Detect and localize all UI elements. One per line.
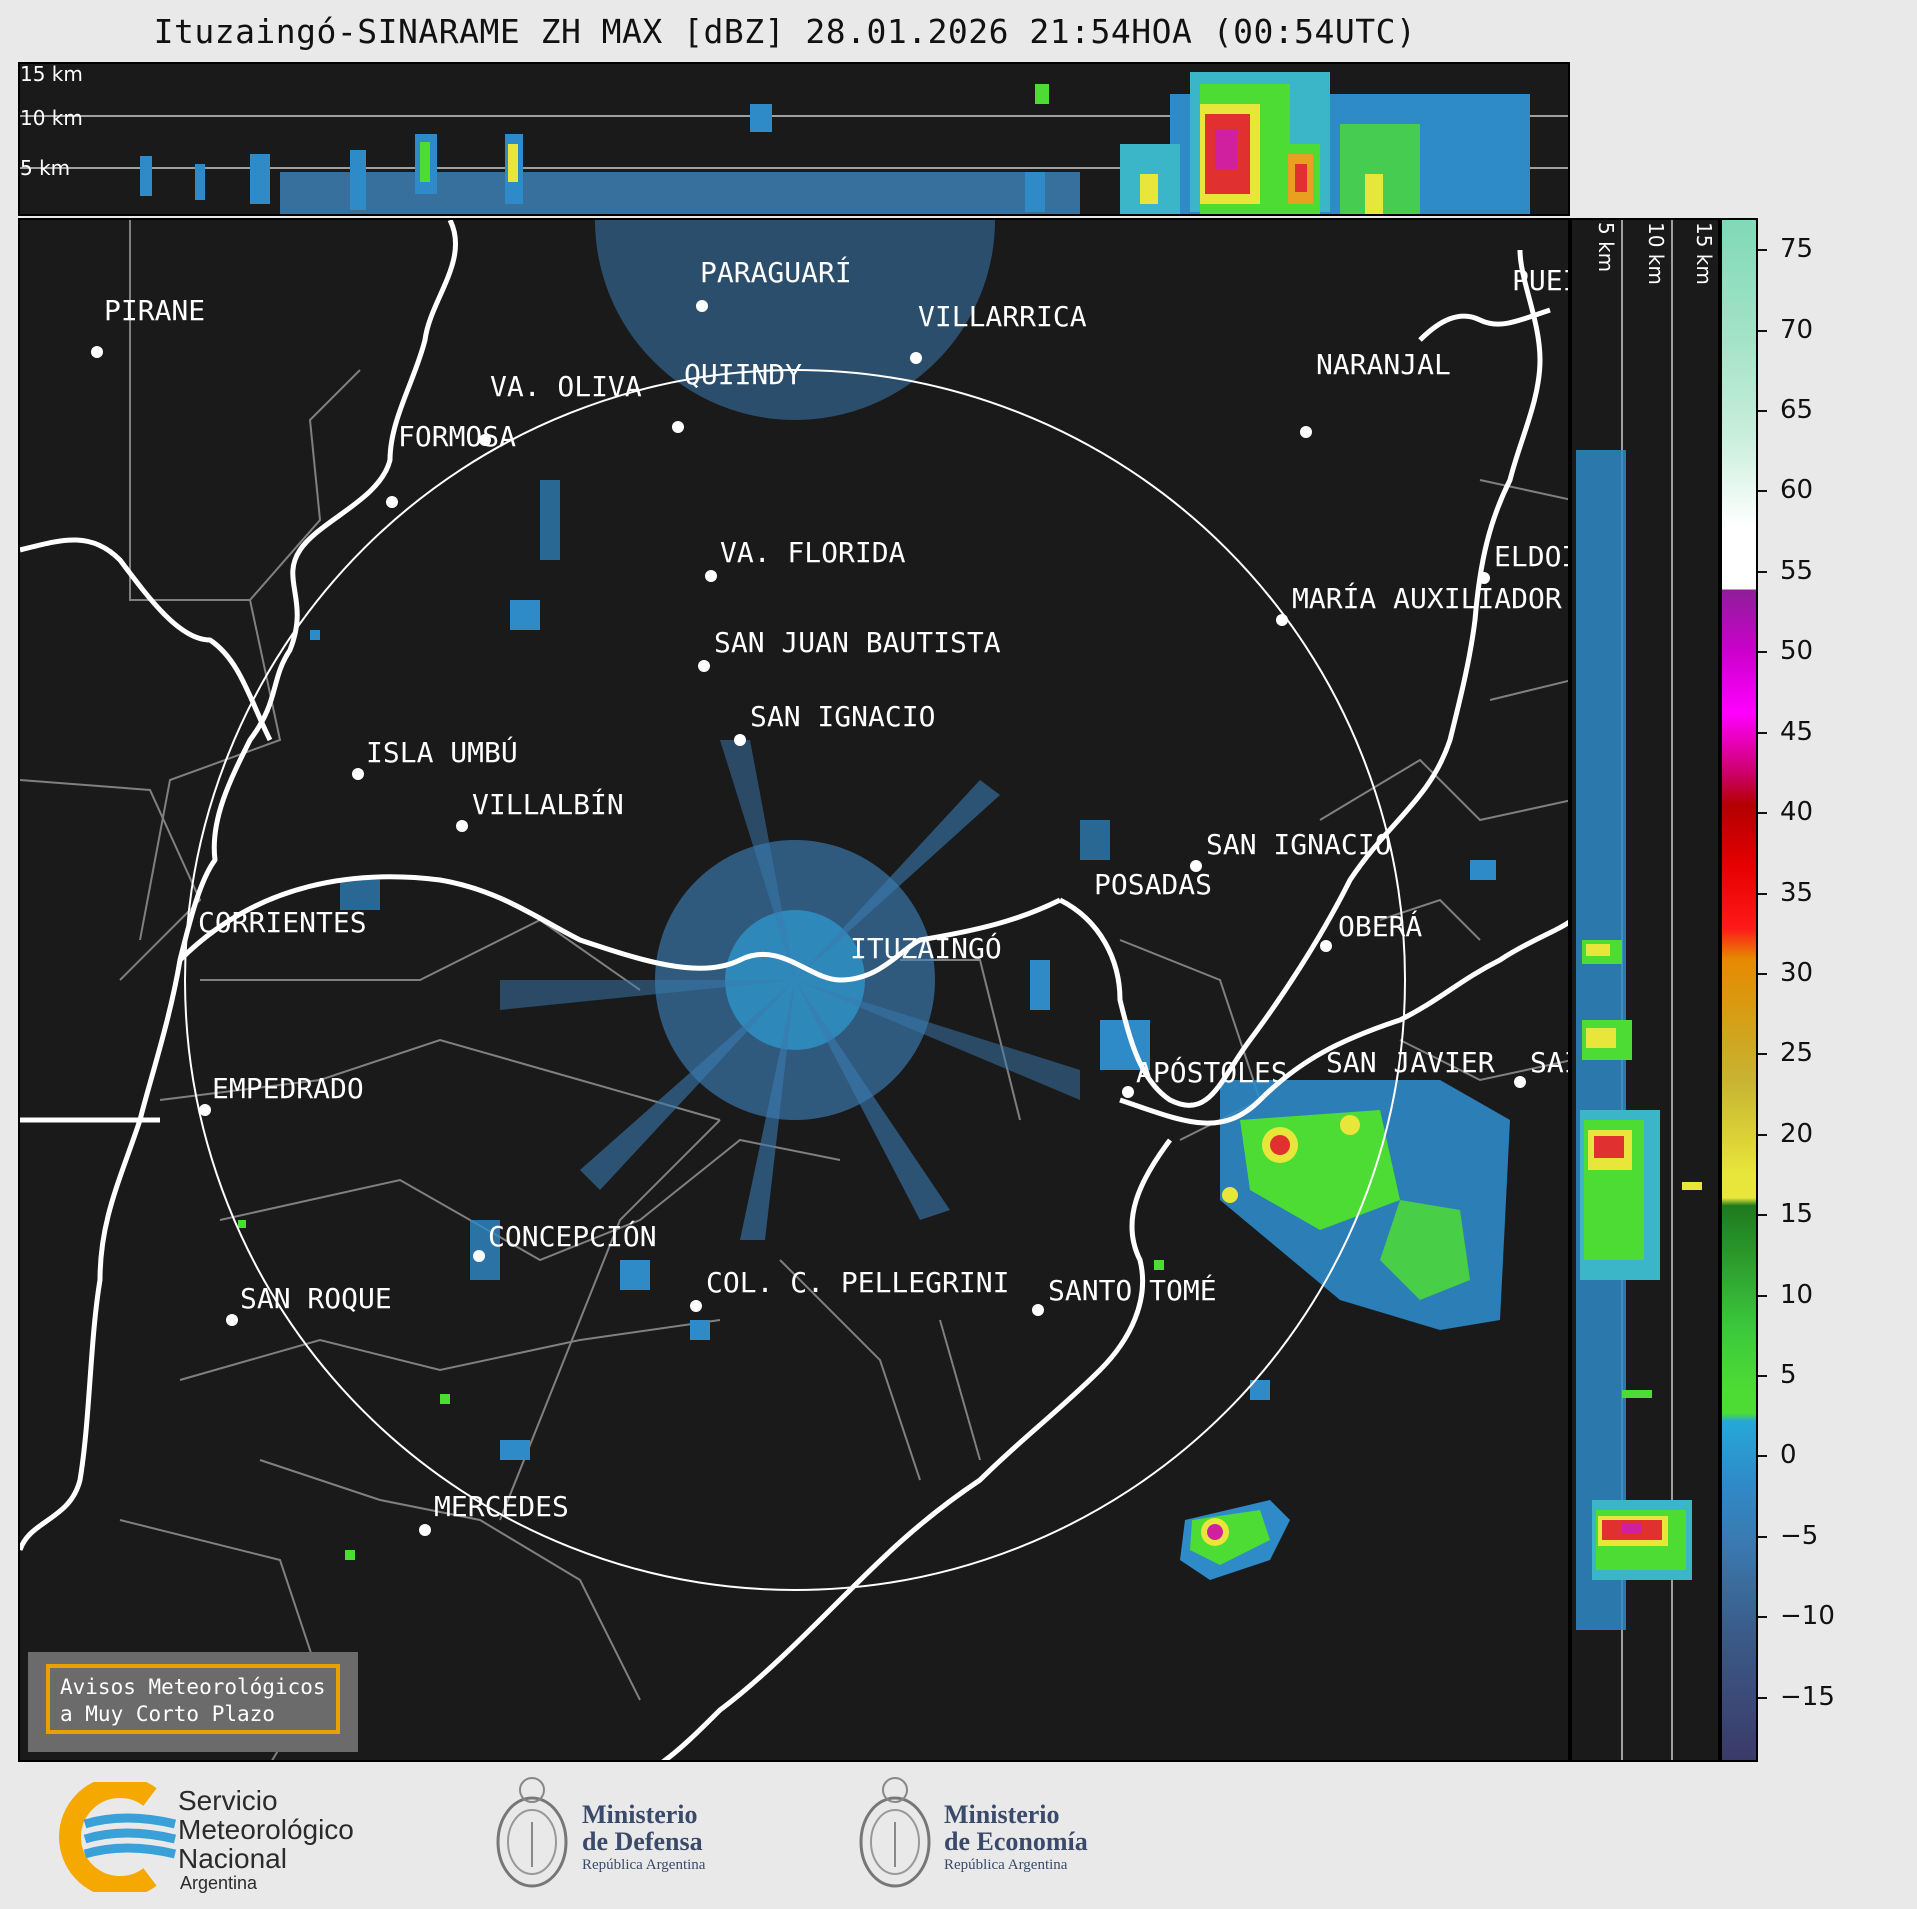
colorbar-tick: 75 (1758, 234, 1813, 264)
defensa-seal-icon (496, 1777, 568, 1888)
warning-line2: a Muy Corto Plazo (60, 1702, 275, 1726)
alt-label-v-5km: 5 km (1594, 222, 1618, 273)
colorbar-tick: 20 (1758, 1119, 1813, 1149)
alt-label-15km: 15 km (20, 62, 83, 86)
colorbar-tick: 40 (1758, 797, 1813, 827)
warning-panel: Avisos Meteorológicos a Muy Corto Plazo (28, 1652, 358, 1752)
city-san-ignacio-ar: SAN IGNACIO (1206, 828, 1392, 861)
colorbar-tick: 60 (1758, 475, 1813, 505)
colorbar-tick: 15 (1758, 1199, 1813, 1229)
alt-label-5km: 5 km (20, 156, 71, 180)
colorbar-tick: −10 (1758, 1601, 1835, 1631)
economia-logo-text: Ministerio de Economía República Argenti… (944, 1800, 1088, 1874)
smn-logo-text: Servicio Meteorológico Nacional Argentin… (178, 1785, 354, 1893)
city-formosa: FORMOSA (398, 420, 517, 453)
colorbar-tick: 55 (1758, 556, 1813, 586)
city-corrientes: CORRIENTES (198, 906, 367, 939)
page-title: Ituzaingó-SINARAME ZH MAX [dBZ] 28.01.20… (153, 12, 1417, 51)
vertical-profile-right: 5 km 10 km 15 km (1570, 218, 1720, 1762)
colorbar-tick: 70 (1758, 315, 1813, 345)
colorbar-tick: −15 (1758, 1682, 1835, 1712)
city-va-oliva: VA. OLIVA (490, 370, 642, 403)
city-puerto: PUEI (1512, 264, 1568, 297)
city-san-javier: SAN JAVIER (1326, 1046, 1495, 1079)
city-empedrado: EMPEDRADO (212, 1072, 364, 1105)
colorbar-tick: −5 (1758, 1521, 1818, 1551)
colorbar-tick: 0 (1758, 1440, 1797, 1470)
city-naranjal: NARANJAL (1316, 348, 1451, 381)
alt-label-v-10km: 10 km (1644, 222, 1668, 285)
alt-label-10km: 10 km (20, 106, 83, 130)
colorbar-tick: 45 (1758, 717, 1813, 747)
city-san-ignacio-py: SAN IGNACIO (750, 700, 936, 733)
alt-label-v-15km: 15 km (1692, 222, 1716, 285)
city-quiindy: QUIINDY (684, 358, 803, 391)
city-col-pellegrini: COL. C. PELLEGRINI (706, 1266, 1010, 1299)
city-pirane: PIRANE (104, 294, 206, 327)
city-isla-umbu: ISLA UMBÚ (366, 736, 518, 769)
city-apostoles: APÓSTOLES (1136, 1056, 1288, 1089)
colorbar-tick: 50 (1758, 636, 1813, 666)
smn-logo-icon (59, 1782, 177, 1892)
warning-box[interactable]: Avisos Meteorológicos a Muy Corto Plazo (46, 1664, 340, 1734)
colorbar-ticks: 75 70 65 60 55 50 45 40 35 30 25 20 15 1… (1758, 218, 1858, 1762)
city-san-vicente: SAI (1530, 1046, 1568, 1079)
city-obera: OBERÁ (1338, 910, 1423, 943)
vertical-profile-top: 15 km 10 km 5 km (18, 62, 1570, 216)
city-villarrica: VILLARRICA (918, 300, 1087, 333)
footer: Servicio Meteorológico Nacional Argentin… (0, 1762, 1917, 1909)
defensa-logo-text: Ministerio de Defensa República Argentin… (582, 1800, 706, 1874)
colorbar-tick: 5 (1758, 1360, 1797, 1390)
city-posadas: POSADAS (1094, 868, 1213, 901)
city-paraguari: PARAGUARÍ (700, 256, 852, 289)
city-villalbin: VILLALBÍN (472, 788, 624, 821)
colorbar-tick: 10 (1758, 1280, 1813, 1310)
city-maria-auxiliadora: MARÍA AUXILIADOR (1292, 582, 1562, 615)
colorbar-tick: 65 (1758, 395, 1813, 425)
city-san-juan-bautista: SAN JUAN BAUTISTA (714, 626, 1001, 659)
colorbar-tick: 35 (1758, 878, 1813, 908)
city-concepcion: CONCEPCIÓN (488, 1220, 657, 1253)
city-eldorado: ELDOI (1494, 540, 1570, 573)
colorbar (1720, 218, 1758, 1762)
economia-seal-icon (859, 1777, 931, 1888)
city-mercedes: MERCEDES (434, 1490, 569, 1523)
city-ituzaingo: ITUZAINGÓ (850, 932, 1002, 965)
colorbar-tick: 30 (1758, 958, 1813, 988)
warning-line1: Avisos Meteorológicos (60, 1675, 326, 1699)
colorbar-tick: 25 (1758, 1038, 1813, 1068)
city-santo-tome: SANTO TOMÉ (1048, 1274, 1217, 1307)
city-san-roque: SAN ROQUE (240, 1282, 392, 1315)
city-va-florida: VA. FLORIDA (720, 536, 906, 569)
radar-map: PARAGUARÍ VILLARRICA PUEI PIRANE VA. OLI… (18, 218, 1570, 1762)
